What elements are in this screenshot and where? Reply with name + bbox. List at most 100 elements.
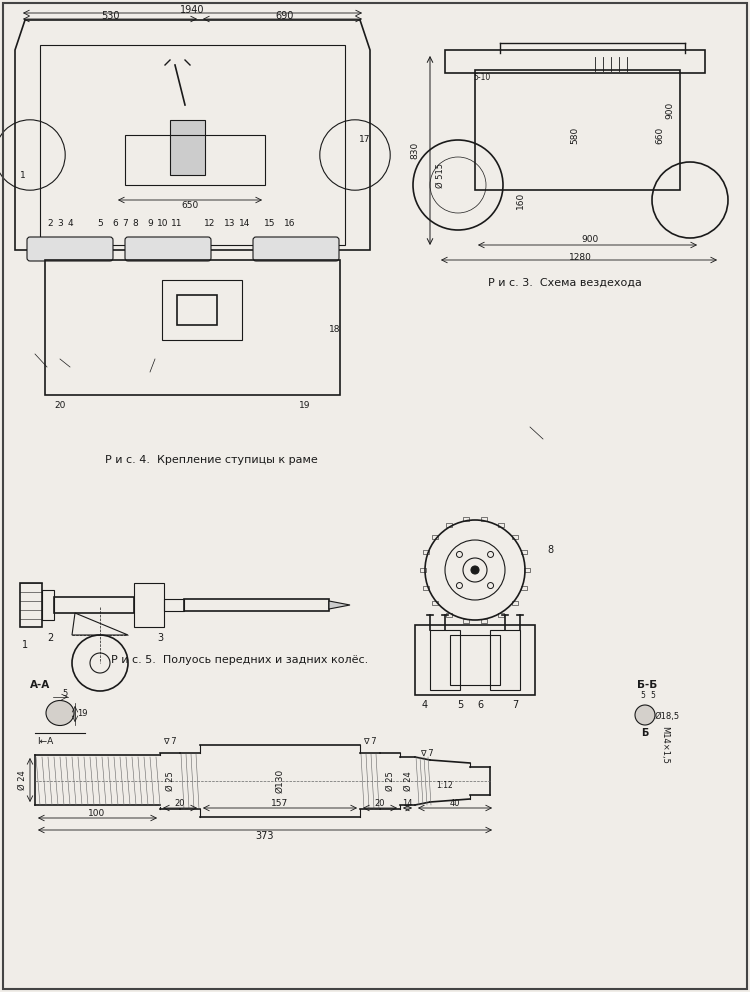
- Text: 8: 8: [547, 545, 553, 555]
- Text: 17: 17: [359, 136, 370, 145]
- Text: Ø 24: Ø 24: [17, 770, 26, 790]
- Text: 157: 157: [272, 799, 289, 807]
- Text: Ø 24: Ø 24: [404, 771, 412, 791]
- Bar: [423, 551, 429, 555]
- Text: 13: 13: [224, 218, 236, 227]
- Bar: [475, 70, 680, 190]
- Text: 650: 650: [182, 200, 199, 209]
- Text: 373: 373: [256, 831, 274, 841]
- Bar: [446, 613, 452, 617]
- Text: 6: 6: [112, 218, 118, 227]
- Text: А-А: А-А: [30, 680, 50, 690]
- Bar: [498, 613, 504, 617]
- Text: 1: 1: [22, 640, 28, 650]
- Text: 19: 19: [299, 401, 310, 410]
- Text: 3: 3: [157, 633, 163, 643]
- Text: 1940: 1940: [180, 5, 204, 15]
- Text: 2: 2: [47, 218, 53, 227]
- Text: ∇ 7: ∇ 7: [164, 736, 177, 746]
- Text: 5: 5: [457, 700, 463, 710]
- Bar: [490, 630, 520, 690]
- Text: 1280: 1280: [568, 253, 592, 262]
- Bar: [20, 583, 42, 627]
- Text: 10: 10: [158, 218, 169, 227]
- Text: 580: 580: [571, 126, 580, 144]
- Bar: [520, 586, 526, 590]
- Text: 20: 20: [375, 799, 386, 807]
- Bar: [450, 635, 500, 685]
- Text: 7: 7: [512, 700, 518, 710]
- Text: 12: 12: [204, 218, 216, 227]
- Bar: [184, 599, 329, 611]
- Text: 5: 5: [650, 690, 656, 699]
- Bar: [512, 535, 518, 539]
- Bar: [524, 568, 530, 572]
- Text: 3: 3: [57, 218, 63, 227]
- Circle shape: [471, 566, 479, 574]
- Text: Р и с. 5.  Полуось передних и задних колёс.: Р и с. 5. Полуось передних и задних колё…: [111, 655, 369, 665]
- Bar: [463, 517, 469, 521]
- Bar: [42, 590, 54, 620]
- Bar: [520, 551, 526, 555]
- Bar: [432, 601, 438, 605]
- Text: 900: 900: [665, 101, 674, 119]
- Bar: [481, 517, 487, 521]
- Bar: [415, 625, 535, 695]
- Text: Ø 515: Ø 515: [436, 163, 445, 187]
- Text: 100: 100: [88, 808, 106, 817]
- Text: 20: 20: [54, 401, 66, 410]
- Bar: [40, 45, 345, 245]
- Text: 15: 15: [264, 218, 276, 227]
- Text: 1: 1: [20, 171, 26, 180]
- Text: 19: 19: [76, 709, 87, 718]
- FancyBboxPatch shape: [253, 237, 339, 261]
- Text: 5: 5: [98, 218, 103, 227]
- Text: M14×1,5: M14×1,5: [661, 726, 670, 764]
- Text: 1:12: 1:12: [436, 781, 453, 790]
- FancyBboxPatch shape: [125, 237, 211, 261]
- Text: 11: 11: [171, 218, 183, 227]
- Bar: [463, 619, 469, 623]
- Bar: [430, 630, 460, 690]
- Text: 4: 4: [422, 700, 428, 710]
- Bar: [512, 601, 518, 605]
- Text: 900: 900: [581, 235, 598, 244]
- Bar: [498, 523, 504, 527]
- Ellipse shape: [46, 700, 74, 725]
- Text: 7: 7: [122, 218, 128, 227]
- Bar: [481, 619, 487, 623]
- Text: ∇ 7: ∇ 7: [363, 736, 376, 746]
- Text: 2: 2: [46, 633, 53, 643]
- Circle shape: [635, 705, 655, 725]
- Bar: [162, 280, 242, 340]
- Text: 690: 690: [276, 11, 294, 21]
- Bar: [177, 295, 217, 325]
- Text: 660: 660: [656, 126, 664, 144]
- Text: 5: 5: [62, 688, 68, 697]
- Bar: [170, 120, 205, 175]
- Text: 18: 18: [329, 325, 340, 334]
- Text: ∇ 7: ∇ 7: [420, 749, 434, 758]
- Text: Ø 25: Ø 25: [166, 771, 175, 791]
- Text: 14: 14: [402, 799, 412, 807]
- Bar: [423, 586, 429, 590]
- Bar: [54, 597, 134, 613]
- Bar: [420, 568, 426, 572]
- Text: 530: 530: [100, 11, 119, 21]
- Text: Б-Б: Б-Б: [637, 680, 657, 690]
- Text: 14: 14: [239, 218, 250, 227]
- Text: 4: 4: [68, 218, 73, 227]
- FancyBboxPatch shape: [27, 237, 113, 261]
- Bar: [432, 535, 438, 539]
- Polygon shape: [329, 601, 350, 609]
- Bar: [134, 583, 164, 627]
- Bar: [125, 135, 265, 185]
- Text: Б: Б: [641, 728, 649, 738]
- Text: Р и с. 3.  Схема вездехода: Р и с. 3. Схема вездехода: [488, 278, 642, 288]
- Bar: [45, 260, 340, 395]
- Text: 16: 16: [284, 218, 296, 227]
- Text: 20: 20: [175, 799, 185, 807]
- Text: Ø 25: Ø 25: [386, 771, 394, 791]
- Text: 6: 6: [477, 700, 483, 710]
- Text: 5-10: 5-10: [473, 72, 490, 81]
